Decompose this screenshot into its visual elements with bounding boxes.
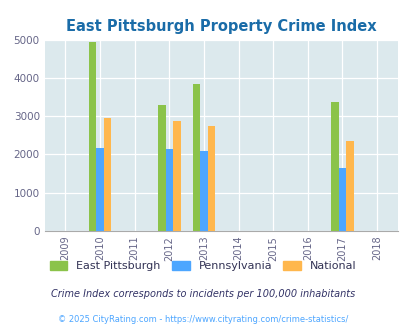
Text: Crime Index corresponds to incidents per 100,000 inhabitants: Crime Index corresponds to incidents per… [51,289,354,299]
Text: © 2025 CityRating.com - https://www.cityrating.com/crime-statistics/: © 2025 CityRating.com - https://www.city… [58,315,347,324]
Legend: East Pittsburgh, Pennsylvania, National: East Pittsburgh, Pennsylvania, National [45,256,360,276]
Bar [330,102,338,231]
Bar [192,83,200,231]
Bar [88,42,96,231]
Title: East Pittsburgh Property Crime Index: East Pittsburgh Property Crime Index [66,19,376,34]
Bar [200,151,207,231]
Bar [345,141,353,231]
Bar [338,168,345,231]
Bar [207,126,215,231]
Bar [165,149,173,231]
Bar [158,106,165,231]
Bar [104,118,111,231]
Bar [173,121,180,231]
Bar [96,148,104,231]
